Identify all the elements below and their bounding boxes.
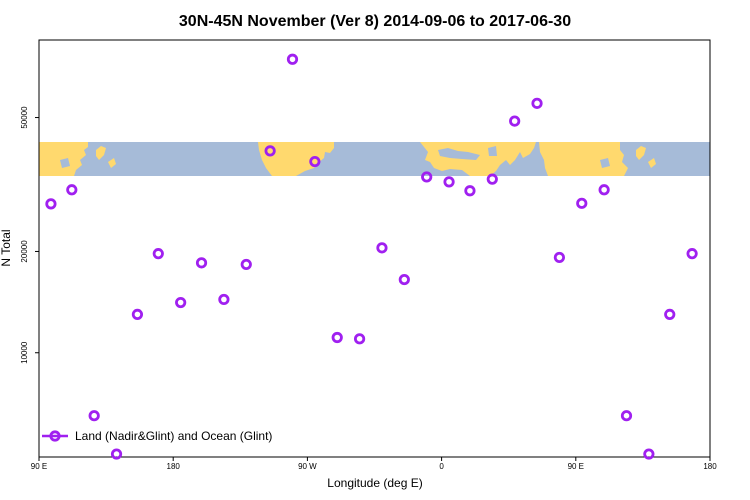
- x-tick-label: 90 E: [568, 462, 584, 471]
- data-point: [45, 198, 57, 210]
- data-point: [175, 296, 187, 309]
- y-axis: 10000 20000 50000: [20, 106, 39, 364]
- data-points: [45, 53, 698, 460]
- data-point: [531, 97, 543, 109]
- data-point: [464, 185, 476, 197]
- data-point: [376, 242, 388, 254]
- data-point: [110, 448, 123, 460]
- data-point: [443, 176, 455, 188]
- data-point: [643, 448, 655, 460]
- chart-title: 30N-45N November (Ver 8) 2014-09-06 to 2…: [179, 13, 571, 30]
- data-point: [486, 173, 498, 185]
- y-tick-label: 10000: [20, 341, 29, 364]
- x-tick-label: 0: [439, 462, 444, 471]
- data-point: [309, 155, 321, 168]
- background-map-strip: [39, 142, 710, 176]
- data-point: [620, 410, 633, 422]
- data-point: [664, 308, 676, 321]
- data-point: [88, 410, 100, 422]
- legend: Land (Nadir&Glint) and Ocean (Glint): [42, 429, 272, 443]
- x-tick-label: 180: [167, 462, 181, 471]
- data-point: [131, 308, 144, 321]
- data-point: [66, 184, 78, 196]
- x-axis-title: Longitude (deg E): [327, 476, 422, 490]
- data-point: [686, 248, 698, 260]
- data-point: [152, 248, 164, 260]
- legend-marker: [49, 430, 61, 442]
- data-point: [576, 197, 588, 209]
- plot-frame: [38, 39, 711, 458]
- data-point: [353, 333, 366, 345]
- y-axis-title: N Total: [0, 229, 13, 266]
- data-point: [195, 257, 208, 269]
- data-point: [286, 53, 299, 65]
- data-point: [398, 273, 410, 286]
- data-point: [553, 251, 565, 264]
- data-point: [218, 293, 230, 306]
- data-point: [421, 171, 433, 183]
- map-sea-inlets: [60, 146, 610, 168]
- x-axis: 90 E 180 90 W 0 90 E 180: [31, 457, 717, 471]
- data-point: [509, 115, 521, 127]
- x-tick-label: 180: [703, 462, 717, 471]
- x-tick-label: 90 E: [31, 462, 47, 471]
- x-tick-label: 90 W: [298, 462, 317, 471]
- data-point: [331, 331, 343, 344]
- y-tick-label: 50000: [20, 106, 29, 129]
- data-point: [598, 184, 610, 196]
- y-tick-label: 20000: [20, 240, 29, 263]
- data-point: [240, 258, 252, 271]
- legend-label: Land (Nadir&Glint) and Ocean (Glint): [75, 429, 272, 443]
- data-point: [264, 145, 276, 157]
